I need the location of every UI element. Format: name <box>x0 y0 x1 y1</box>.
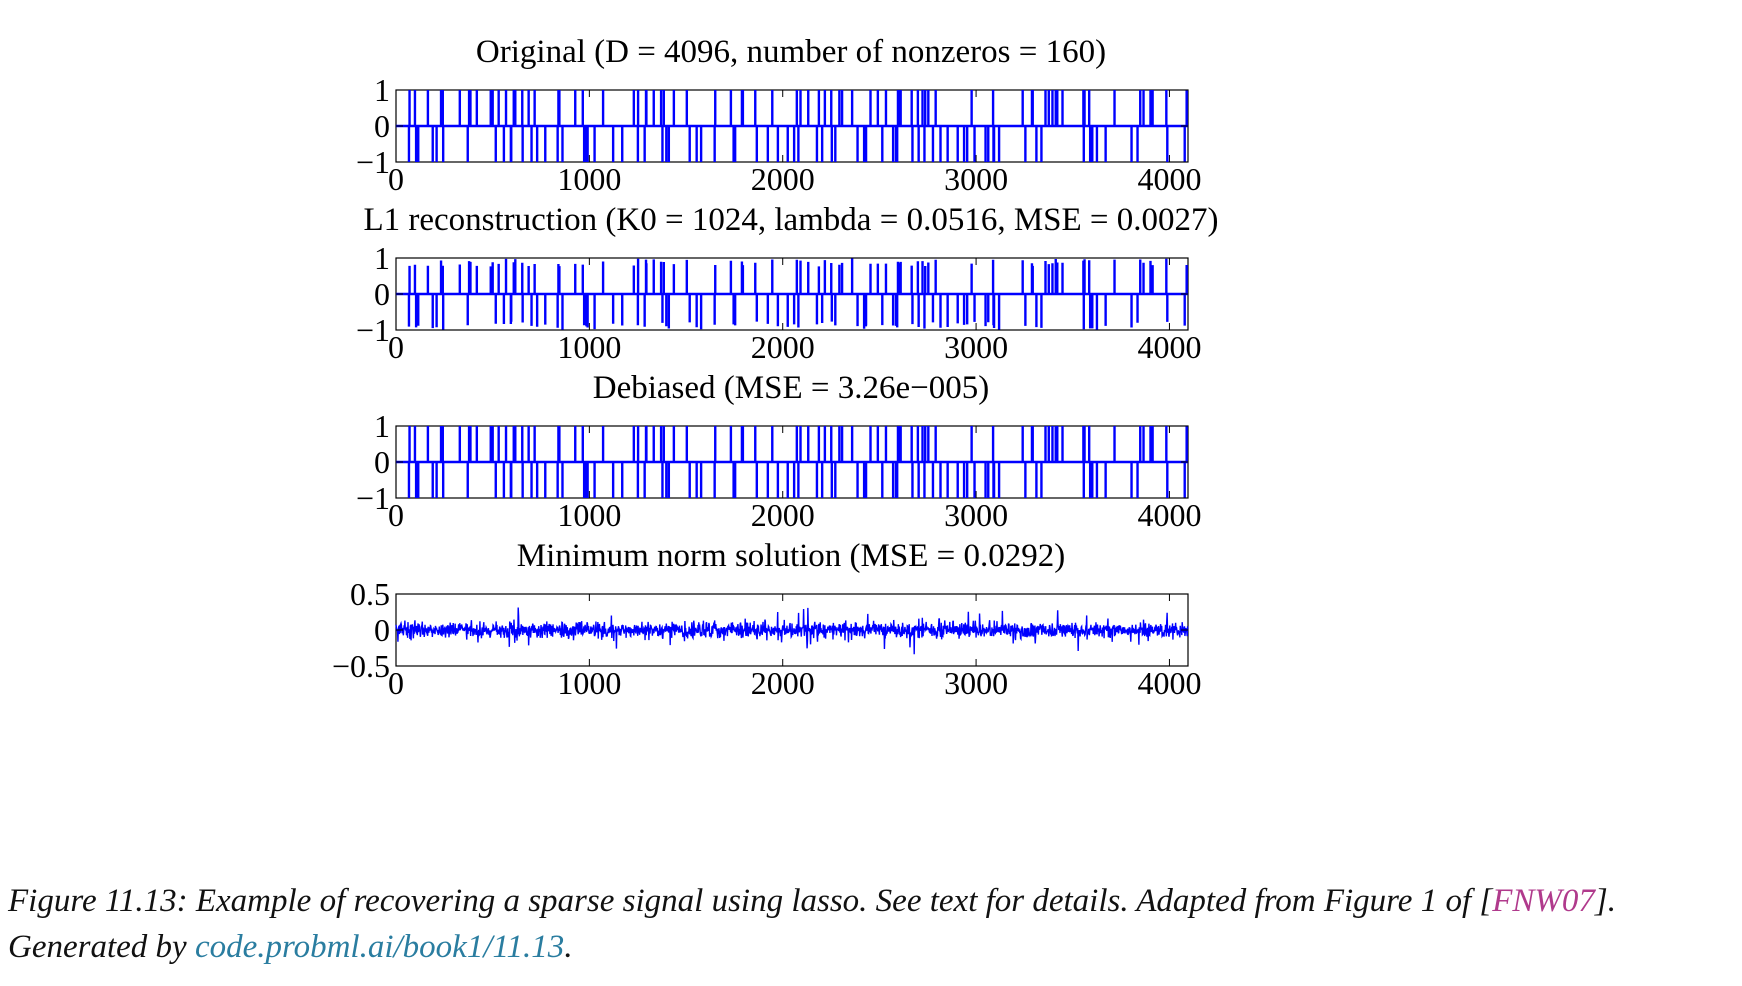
y-tick-labels: 10−1 <box>356 72 390 180</box>
panel-debiased: Debiased (MSE = 3.26e−005) 10−1 0 1000 200… <box>356 370 1201 533</box>
plot-area <box>395 593 1189 667</box>
x-tick-label: 2000 <box>751 329 815 365</box>
panel-title: L1 reconstruction (K0 = 1024, lambda = 0… <box>363 202 1218 238</box>
x-tick-label: 3000 <box>944 161 1008 197</box>
x-tick-label: 0 <box>388 665 404 701</box>
plot-area <box>395 425 1189 499</box>
y-tick-label: 1 <box>374 240 390 276</box>
y-tick-label: 1 <box>374 72 390 108</box>
x-tick-labels: 0 1000 2000 3000 4000 <box>388 329 1201 365</box>
y-tick-label: 0 <box>374 444 390 480</box>
plot-area <box>395 257 1189 331</box>
caption-text-end: . <box>564 929 573 965</box>
x-tick-label: 3000 <box>944 497 1008 533</box>
y-tick-label: 0.5 <box>350 576 390 612</box>
x-tick-label: 2000 <box>751 161 815 197</box>
x-tick-label: 1000 <box>557 329 621 365</box>
y-tick-labels: 10−1 <box>356 240 390 348</box>
x-tick-label: 0 <box>388 329 404 365</box>
x-tick-label: 2000 <box>751 497 815 533</box>
x-tick-label: 1000 <box>557 161 621 197</box>
y-tick-label: 0 <box>374 108 390 144</box>
x-tick-label: 1000 <box>557 665 621 701</box>
figure-caption: Figure 11.13: Example of recovering a sp… <box>8 878 1728 970</box>
x-tick-labels: 0 1000 2000 3000 4000 <box>388 665 1201 701</box>
x-tick-label: 4000 <box>1137 497 1201 533</box>
x-tick-labels: 0 1000 2000 3000 4000 <box>388 161 1201 197</box>
caption-text: Figure 11.13: Example of recovering a sp… <box>8 883 1493 919</box>
x-tick-label: 0 <box>388 497 404 533</box>
y-tick-label: −0.5 <box>332 648 390 684</box>
citation-link[interactable]: FNW07 <box>1492 883 1595 919</box>
series-line <box>396 90 1188 162</box>
y-tick-label: 0 <box>374 276 390 312</box>
plot-area <box>395 89 1189 163</box>
y-tick-label: 0 <box>374 612 390 648</box>
x-tick-label: 1000 <box>557 497 621 533</box>
series-line <box>396 426 1188 498</box>
panel-title: Original (D = 4096, number of nonzeros =… <box>476 34 1106 70</box>
y-tick-label: 1 <box>374 408 390 444</box>
caption-text-middle: ]. Generated by <box>8 883 1616 965</box>
y-tick-labels: 0.50−0.5 <box>332 576 390 684</box>
figure: Original (D = 4096, number of nonzeros =… <box>332 34 1219 701</box>
y-tick-labels: 10−1 <box>356 408 390 516</box>
x-tick-labels: 0 1000 2000 3000 4000 <box>388 497 1201 533</box>
x-tick-label: 3000 <box>944 665 1008 701</box>
x-tick-label: 4000 <box>1137 665 1201 701</box>
x-tick-label: 4000 <box>1137 161 1201 197</box>
panel-original: Original (D = 4096, number of nonzeros =… <box>356 34 1201 197</box>
x-tick-label: 2000 <box>751 665 815 701</box>
y-tick-label: −1 <box>356 312 390 348</box>
y-tick-label: −1 <box>356 480 390 516</box>
x-tick-label: 0 <box>388 161 404 197</box>
code-link[interactable]: code.probml.ai/book1/11.13 <box>194 929 565 965</box>
series-line <box>396 258 1188 330</box>
x-tick-label: 4000 <box>1137 329 1201 365</box>
y-tick-label: −1 <box>356 144 390 180</box>
series-line <box>395 607 1189 655</box>
panel-title: Debiased (MSE = 3.26e−005) <box>593 370 989 406</box>
panel-l1-reconstruction: L1 reconstruction (K0 = 1024, lambda = 0… <box>356 202 1219 365</box>
x-tick-label: 3000 <box>944 329 1008 365</box>
panel-title: Minimum norm solution (MSE = 0.0292) <box>517 538 1065 574</box>
panel-minimum-norm: Minimum norm solution (MSE = 0.0292) 0.5… <box>332 538 1201 701</box>
